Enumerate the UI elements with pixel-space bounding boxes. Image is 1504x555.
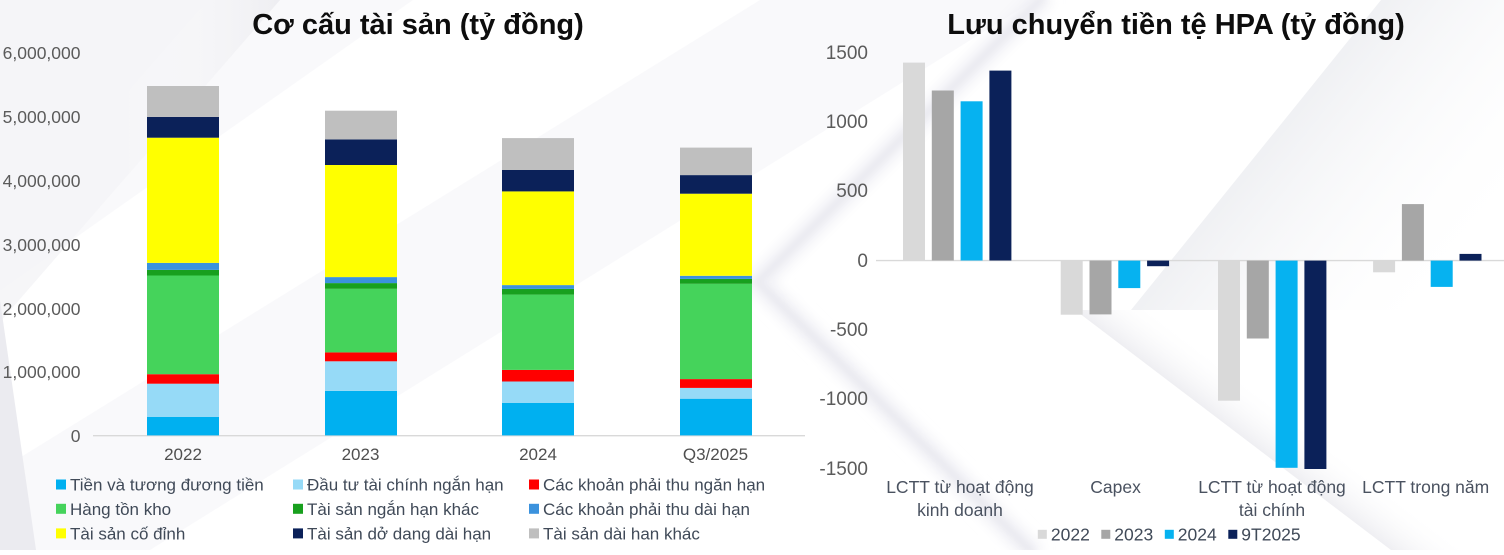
svg-text:9T2025: 9T2025 xyxy=(1241,525,1300,545)
svg-text:2,000,000: 2,000,000 xyxy=(3,299,81,319)
svg-text:Hàng tồn kho: Hàng tồn kho xyxy=(70,500,171,519)
svg-text:Capex: Capex xyxy=(1090,477,1141,497)
svg-text:2024: 2024 xyxy=(1178,525,1217,545)
svg-text:0: 0 xyxy=(857,251,868,272)
svg-text:Tài sản dài han khác: Tài sản dài han khác xyxy=(543,524,700,543)
svg-text:1500: 1500 xyxy=(826,43,868,64)
svg-text:Tài sản dở dang dài hạn: Tài sản dở dang dài hạn xyxy=(307,524,491,543)
svg-text:LCTT từ hoạt động: LCTT từ hoạt động xyxy=(886,477,1034,497)
svg-text:2022: 2022 xyxy=(164,445,202,464)
svg-text:0: 0 xyxy=(71,426,81,446)
svg-text:Tiền và tương đương tiền: Tiền và tương đương tiền xyxy=(70,476,264,495)
svg-text:-1000: -1000 xyxy=(819,389,868,410)
svg-text:Lưu chuyển tiền tệ HPA (tỷ đồn: Lưu chuyển tiền tệ HPA (tỷ đồng) xyxy=(947,9,1405,41)
svg-text:2022: 2022 xyxy=(1051,525,1090,545)
svg-text:1,000,000: 1,000,000 xyxy=(3,362,81,382)
svg-text:1000: 1000 xyxy=(826,112,868,133)
svg-text:500: 500 xyxy=(836,181,868,202)
svg-text:Cơ cấu tài sản (tỷ đồng): Cơ cấu tài sản (tỷ đồng) xyxy=(252,9,584,41)
svg-text:Tài sản ngắn hạn khác: Tài sản ngắn hạn khác xyxy=(307,500,480,519)
svg-text:LCTT trong năm: LCTT trong năm xyxy=(1362,477,1489,497)
svg-text:tài chính: tài chính xyxy=(1239,500,1305,520)
svg-text:2023: 2023 xyxy=(342,445,380,464)
svg-text:Tài sản cố đỉnh: Tài sản cố đỉnh xyxy=(70,524,185,543)
svg-text:-500: -500 xyxy=(830,320,868,341)
svg-text:LCTT từ hoạt động: LCTT từ hoạt động xyxy=(1198,477,1346,497)
svg-text:Đầu tư tài chính ngắn hạn: Đầu tư tài chính ngắn hạn xyxy=(307,476,504,495)
svg-text:kinh doanh: kinh doanh xyxy=(917,500,1003,520)
svg-text:Các khoản phải thu ngăn hạn: Các khoản phải thu ngăn hạn xyxy=(543,476,765,495)
svg-text:3,000,000: 3,000,000 xyxy=(3,235,81,255)
svg-text:4,000,000: 4,000,000 xyxy=(3,171,81,191)
svg-text:2024: 2024 xyxy=(519,445,557,464)
svg-text:Q3/2025: Q3/2025 xyxy=(683,445,748,464)
svg-text:-1500: -1500 xyxy=(819,459,868,480)
svg-text:Các khoản phải thu dài hạn: Các khoản phải thu dài hạn xyxy=(543,500,750,519)
svg-text:5,000,000: 5,000,000 xyxy=(3,107,81,127)
svg-text:2023: 2023 xyxy=(1114,525,1153,545)
svg-text:6,000,000: 6,000,000 xyxy=(3,43,81,63)
